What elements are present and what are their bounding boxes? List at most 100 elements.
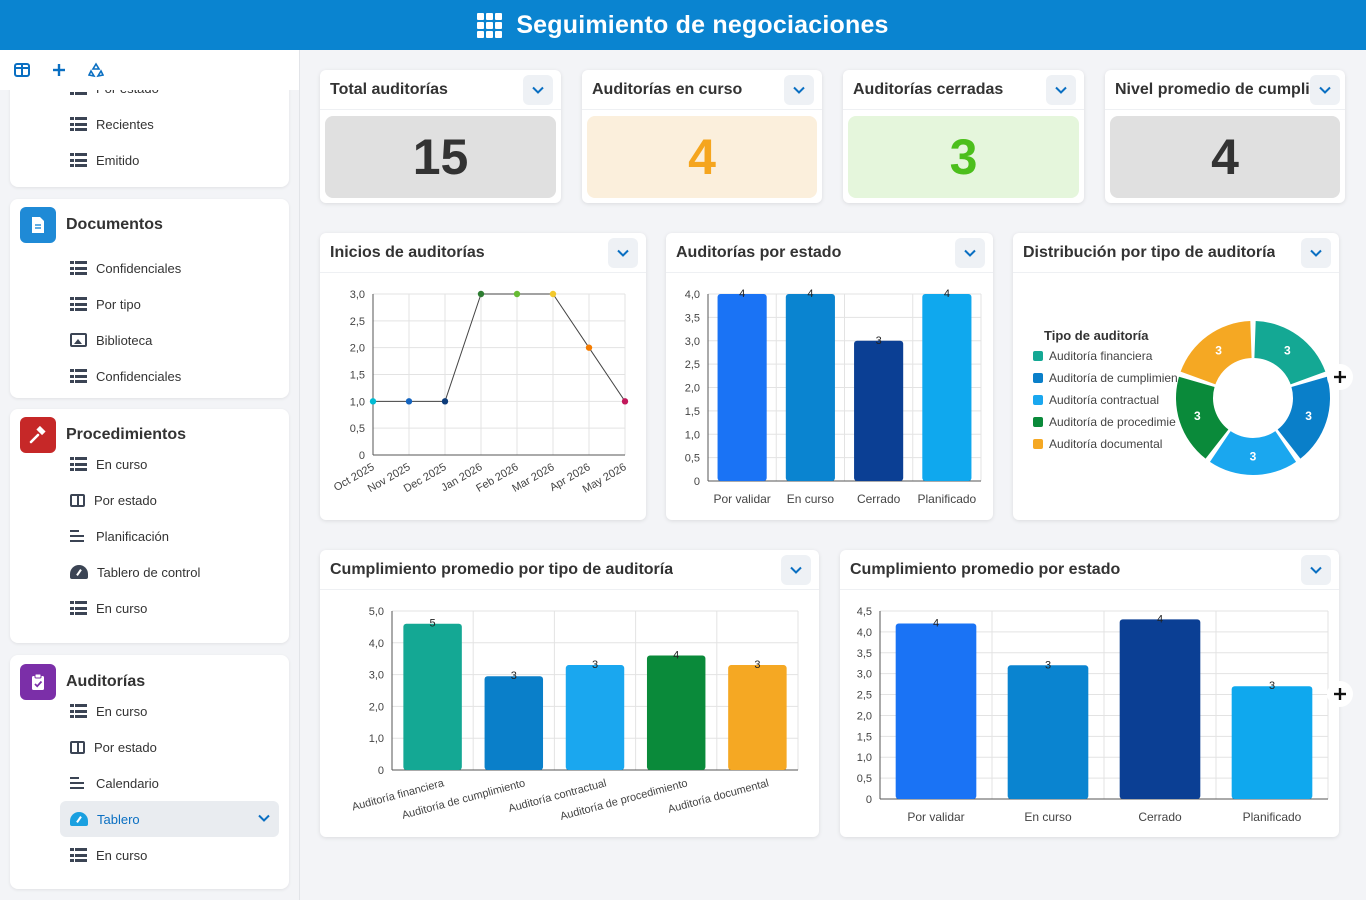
section-title: Documentos	[66, 216, 163, 233]
kpi-value: 15	[325, 116, 556, 198]
data-label: 3	[511, 670, 517, 682]
lines-icon	[70, 529, 87, 543]
data-label: 3	[876, 335, 882, 347]
section-header[interactable]: Procedimientos	[10, 410, 289, 460]
sidebar-item-label: Calendario	[96, 775, 159, 791]
data-label: 3	[1269, 680, 1275, 692]
data-point	[369, 398, 377, 405]
sidebar-item-biblioteca[interactable]: Biblioteca	[10, 322, 289, 358]
chevron-down-icon[interactable]	[1310, 75, 1340, 105]
sidebar-item-por-estado[interactable]: Por estado	[10, 729, 289, 765]
sidebar-item-planificacion[interactable]: Planificación	[10, 518, 289, 554]
bar	[1007, 665, 1089, 799]
y-tick-label: 1,0	[350, 396, 365, 408]
y-tick-label: 4,0	[857, 627, 872, 639]
bar	[895, 623, 977, 799]
chevron-down-icon[interactable]	[1046, 75, 1076, 105]
section-header[interactable]: Auditorías	[10, 657, 289, 707]
recycle-icon[interactable]	[86, 60, 106, 80]
bar	[922, 294, 972, 481]
section-header[interactable]: Documentos	[10, 200, 289, 250]
card-title: Nivel promedio de cumplimiento	[1115, 80, 1315, 98]
slice-label: 3	[1250, 450, 1257, 464]
data-label: 3	[1045, 659, 1051, 671]
kpi-card-total: Total auditorías 15	[320, 70, 561, 203]
legend-label: Auditoría financiera	[1049, 349, 1153, 363]
card-title: Cumplimiento promedio por estado	[850, 560, 1121, 578]
sidebar-item-calendario[interactable]: Calendario	[10, 765, 289, 801]
slice-label: 3	[1194, 409, 1201, 423]
chevron-down-icon[interactable]	[1301, 555, 1331, 585]
card-header: Cumplimiento promedio por tipo de audito…	[320, 550, 819, 590]
pie-slice	[1277, 376, 1330, 459]
sidebar-item-recientes[interactable]: Recientes	[10, 106, 289, 142]
chevron-down-icon[interactable]	[523, 75, 553, 105]
sidebar-item-label: Planificación	[96, 528, 169, 544]
y-tick-label: 3,0	[685, 336, 700, 348]
sidebar-section-procedimientos: Procedimientos En curso Por estado Plani…	[10, 409, 289, 643]
image-icon	[70, 333, 87, 347]
legend-label: Auditoría contractual	[1049, 393, 1159, 407]
sidebar-item-label: En curso	[96, 703, 148, 719]
sidebar-item-por-tipo[interactable]: Por tipo	[10, 286, 289, 322]
legend-swatch	[1033, 439, 1043, 449]
y-tick-label: 0,5	[685, 453, 700, 465]
y-tick-label: 1,5	[350, 370, 365, 382]
slice-label: 3	[1284, 344, 1291, 358]
x-tick-label: En curso	[787, 492, 835, 506]
chevron-down-icon[interactable]	[1301, 238, 1331, 268]
chevron-down-icon[interactable]	[608, 238, 638, 268]
top-bar: Seguimiento de negociaciones	[0, 0, 1366, 50]
y-tick-label: 5,0	[369, 606, 384, 618]
plus-icon[interactable]	[49, 60, 69, 80]
sidebar-item-en-curso[interactable]: En curso	[10, 693, 289, 729]
sidebar-item-confidenciales[interactable]: Confidenciales	[10, 250, 289, 286]
page-title: Seguimiento de negociaciones	[516, 10, 889, 39]
legend-label: Auditoría documental	[1049, 437, 1162, 451]
bar	[565, 665, 625, 770]
legend-swatch	[1033, 417, 1043, 427]
table-icon	[70, 261, 87, 275]
book-icon	[70, 740, 85, 754]
kpi-value: 4	[1110, 116, 1340, 198]
x-tick-label: Por validar	[713, 492, 770, 506]
sidebar-toolbar	[0, 50, 299, 90]
data-label: 3	[592, 659, 598, 671]
sidebar-item-tablero[interactable]: Tablero	[60, 801, 279, 837]
table-icon	[70, 848, 87, 862]
table-icon	[70, 457, 87, 471]
sidebar-item-label: Biblioteca	[96, 332, 153, 348]
y-tick-label: 1,0	[369, 733, 384, 745]
y-tick-label: 0	[694, 476, 700, 488]
panel-icon[interactable]	[12, 60, 32, 80]
chevron-down-icon[interactable]	[781, 555, 811, 585]
y-tick-label: 2,5	[685, 359, 700, 371]
legend-swatch	[1033, 351, 1043, 361]
data-point	[585, 344, 593, 351]
y-tick-label: 0,5	[350, 423, 365, 435]
sidebar-item-emitido[interactable]: Emitido	[10, 142, 289, 178]
legend-swatch	[1033, 395, 1043, 405]
x-tick-label: En curso	[1024, 810, 1072, 824]
card-header: Inicios de auditorías	[320, 233, 646, 273]
bar	[484, 676, 544, 770]
sidebar-item-tablero-de-control[interactable]: Tablero de control	[10, 554, 289, 590]
y-tick-label: 1,0	[857, 752, 872, 764]
sidebar-item-en-curso-2[interactable]: En curso	[10, 837, 289, 873]
card-header: Auditorías en curso	[582, 70, 822, 110]
chevron-down-icon[interactable]	[257, 811, 271, 828]
sidebar-item-por-estado[interactable]: Por estado	[10, 482, 289, 518]
add-widget-button[interactable]	[1327, 681, 1353, 707]
sidebar-item-confidenciales-2[interactable]: Confidenciales	[10, 358, 289, 394]
x-tick-label: Cerrado	[1138, 810, 1182, 824]
card-title: Auditorías por estado	[676, 243, 842, 261]
data-point	[513, 290, 521, 298]
chevron-down-icon[interactable]	[955, 238, 985, 268]
sidebar-item-en-curso[interactable]: En curso	[10, 446, 289, 482]
table-icon	[70, 153, 87, 167]
chevron-down-icon[interactable]	[784, 75, 814, 105]
card-title: Total auditorías	[330, 80, 448, 98]
add-widget-button[interactable]	[1327, 364, 1353, 390]
card-header: Auditorías por estado	[666, 233, 993, 273]
sidebar-item-en-curso-2[interactable]: En curso	[10, 590, 289, 626]
